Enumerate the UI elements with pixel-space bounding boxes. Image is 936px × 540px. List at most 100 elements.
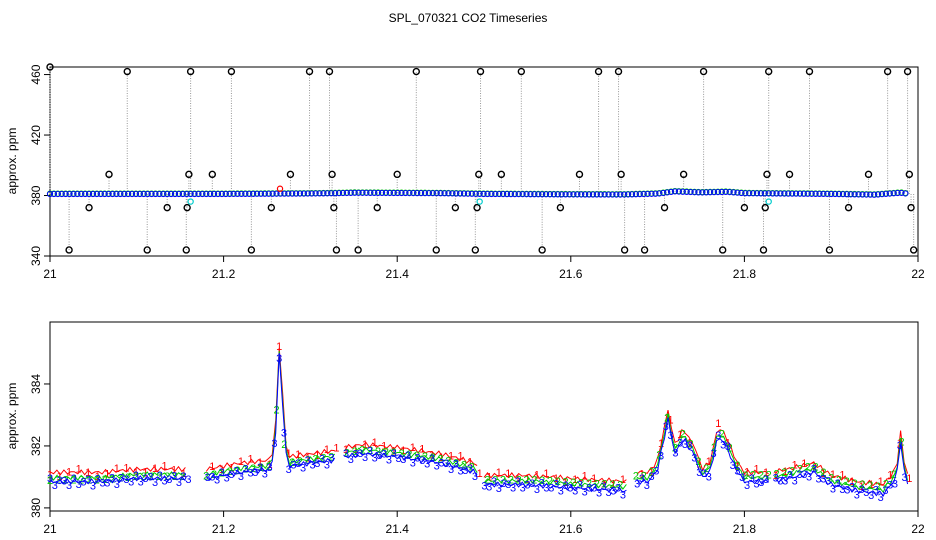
series-point-label-3: 3 [352, 448, 358, 460]
series-point-label-1: 1 [524, 473, 530, 485]
series-point-label-2: 2 [508, 474, 514, 486]
baseline-point [54, 190, 61, 198]
series-point-label-3: 3 [209, 471, 215, 483]
series-point-label-2: 2 [609, 479, 615, 491]
baseline-point [332, 190, 339, 197]
outlier-point [451, 203, 460, 212]
baseline-point [828, 190, 835, 198]
baseline-point [531, 191, 538, 198]
series-point-label-3: 3 [224, 472, 230, 484]
baseline-point [859, 191, 866, 198]
series-point-label-1: 1 [868, 479, 874, 491]
baseline-point [624, 191, 632, 198]
series-point-label-2: 2 [781, 467, 787, 479]
series-point-label-3: 3 [644, 480, 650, 492]
outlier-point [85, 203, 93, 212]
series-point-label-3: 3 [586, 483, 592, 495]
series-point-label-3: 3 [128, 477, 134, 489]
baseline-point [351, 189, 358, 196]
series-point-label-1: 1 [725, 437, 731, 449]
series-point-label-3: 3 [854, 489, 860, 501]
baseline-point [808, 190, 815, 197]
series-point-label-3: 3 [204, 472, 210, 484]
top-x-tick-label: 21.4 [386, 267, 410, 281]
baseline-point [890, 190, 897, 197]
series-point-label-3: 3 [720, 439, 726, 451]
outlier-point [740, 203, 749, 212]
outlier-point [393, 170, 401, 179]
series-point-label-3: 3 [543, 482, 549, 494]
series-point-label-3: 3 [859, 484, 865, 496]
baseline-point [535, 191, 542, 198]
series-point-label-3: 3 [76, 479, 82, 491]
baseline-point [304, 190, 311, 197]
series-point-label-3: 3 [572, 485, 578, 497]
series-point-label-2: 2 [258, 462, 264, 474]
series-point-label-3: 3 [133, 470, 139, 482]
series-point-label-3: 3 [863, 487, 869, 499]
series-point-label-2: 2 [875, 481, 881, 493]
series-point-label-3: 3 [811, 464, 817, 476]
series-point-label-3: 3 [467, 463, 473, 475]
series-point-label-3: 3 [438, 457, 444, 469]
series-point-label-1: 1 [601, 478, 607, 490]
highlight-point [476, 198, 483, 205]
baseline-point [769, 190, 776, 197]
series-point-label-3: 3 [171, 471, 177, 483]
outlier-point [471, 246, 480, 254]
series-point-label-3: 3 [343, 448, 349, 460]
series-point-label-3: 3 [434, 460, 440, 472]
series-line-3 [49, 352, 909, 497]
series-point-label-1: 1 [257, 457, 263, 469]
series-point-label-2: 2 [836, 474, 842, 486]
baseline-point [132, 190, 140, 198]
baseline-point [839, 191, 847, 198]
series-point-label-1: 1 [534, 469, 540, 481]
baseline-point [375, 189, 382, 197]
baseline-point [503, 191, 511, 198]
baseline-point [675, 188, 682, 195]
baseline-point [285, 190, 292, 197]
series-point-label-2: 2 [523, 474, 529, 486]
baseline-point [74, 190, 81, 198]
outlier-point [286, 170, 295, 179]
baseline-point [308, 190, 315, 197]
series-point-label-3: 3 [181, 471, 187, 483]
baseline-point [238, 190, 245, 198]
series-point-label-3: 3 [357, 448, 363, 460]
series-point-label-2: 2 [250, 463, 256, 475]
series-point-label-1: 1 [620, 474, 626, 486]
baseline-point [648, 190, 655, 197]
series-point-label-2: 2 [125, 472, 131, 484]
baseline-point [621, 191, 628, 198]
series-point-label-2: 2 [531, 475, 537, 487]
series-point-label-1: 1 [563, 477, 569, 489]
baseline-point [82, 190, 89, 198]
baseline-point [218, 190, 225, 198]
series-point-label-3: 3 [887, 479, 893, 491]
baseline-point [749, 190, 757, 197]
outlier-point [517, 67, 526, 76]
series-point-label-1: 1 [419, 443, 425, 455]
outlier-point [620, 246, 629, 254]
series-point-label-3: 3 [524, 479, 530, 491]
series-point-label-2: 2 [117, 473, 123, 485]
baseline-point [812, 190, 819, 197]
series-point-label-1: 1 [820, 468, 826, 480]
baseline-point [843, 191, 850, 198]
series-point-label-3: 3 [400, 454, 406, 466]
outlier-point [759, 246, 768, 254]
series-point-label-2: 2 [547, 476, 553, 488]
series-point-label-2: 2 [328, 452, 334, 464]
baseline-point [605, 191, 612, 198]
series-point-label-2: 2 [359, 445, 365, 457]
series-point-label-3: 3 [114, 479, 120, 491]
series-point-label-3: 3 [897, 440, 903, 452]
outlier-point [614, 67, 623, 76]
series-point-label-1: 1 [773, 470, 779, 482]
series-point-label-2: 2 [500, 474, 506, 486]
series-point-label-3: 3 [739, 472, 745, 484]
series-point-label-2: 2 [414, 450, 420, 462]
series-point-label-1: 1 [887, 470, 893, 482]
series-point-label-3: 3 [71, 473, 77, 485]
